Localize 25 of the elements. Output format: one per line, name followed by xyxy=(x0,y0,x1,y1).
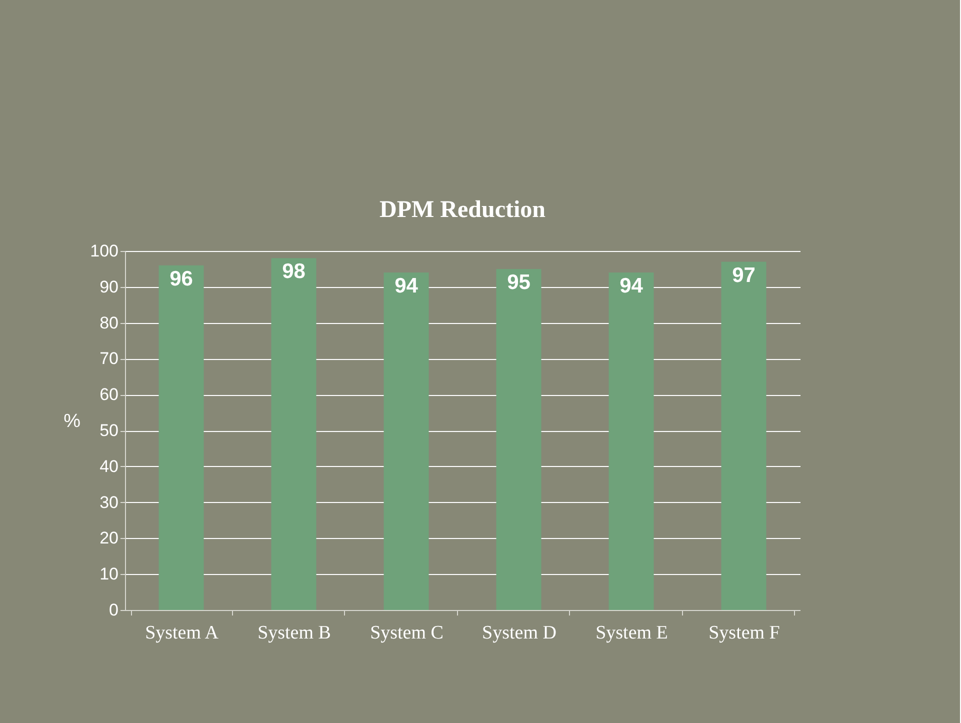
chart-title: DPM Reduction xyxy=(380,197,546,223)
x-tick-label: System E xyxy=(596,622,668,644)
data-label: 96 xyxy=(170,267,193,290)
x-tick-label: System A xyxy=(145,622,219,644)
y-tick-label: 40 xyxy=(100,456,118,476)
data-label: 98 xyxy=(282,260,306,284)
y-tick-label: 100 xyxy=(90,242,118,260)
y-tick-label: 70 xyxy=(100,349,118,368)
y-tick-label: 90 xyxy=(100,277,118,296)
x-tick-label: System B xyxy=(258,622,331,644)
y-tick-label: 10 xyxy=(100,564,118,584)
data-label: 95 xyxy=(507,270,531,294)
y-tick-label: 20 xyxy=(100,528,118,548)
y-tick-label: 0 xyxy=(109,600,118,620)
data-label: 94 xyxy=(394,274,418,298)
y-tick-label: 30 xyxy=(100,492,118,512)
x-tick-label: System F xyxy=(708,622,780,644)
data-label: 97 xyxy=(732,264,756,287)
y-axis-title: % xyxy=(64,411,81,432)
y-tick-label: 60 xyxy=(100,385,118,404)
data-label: 94 xyxy=(620,274,644,298)
y-tick-label: 80 xyxy=(100,313,118,332)
x-tick-label: System C xyxy=(370,622,444,644)
y-tick-label: 50 xyxy=(100,421,118,440)
x-tick-label: System D xyxy=(482,622,556,644)
